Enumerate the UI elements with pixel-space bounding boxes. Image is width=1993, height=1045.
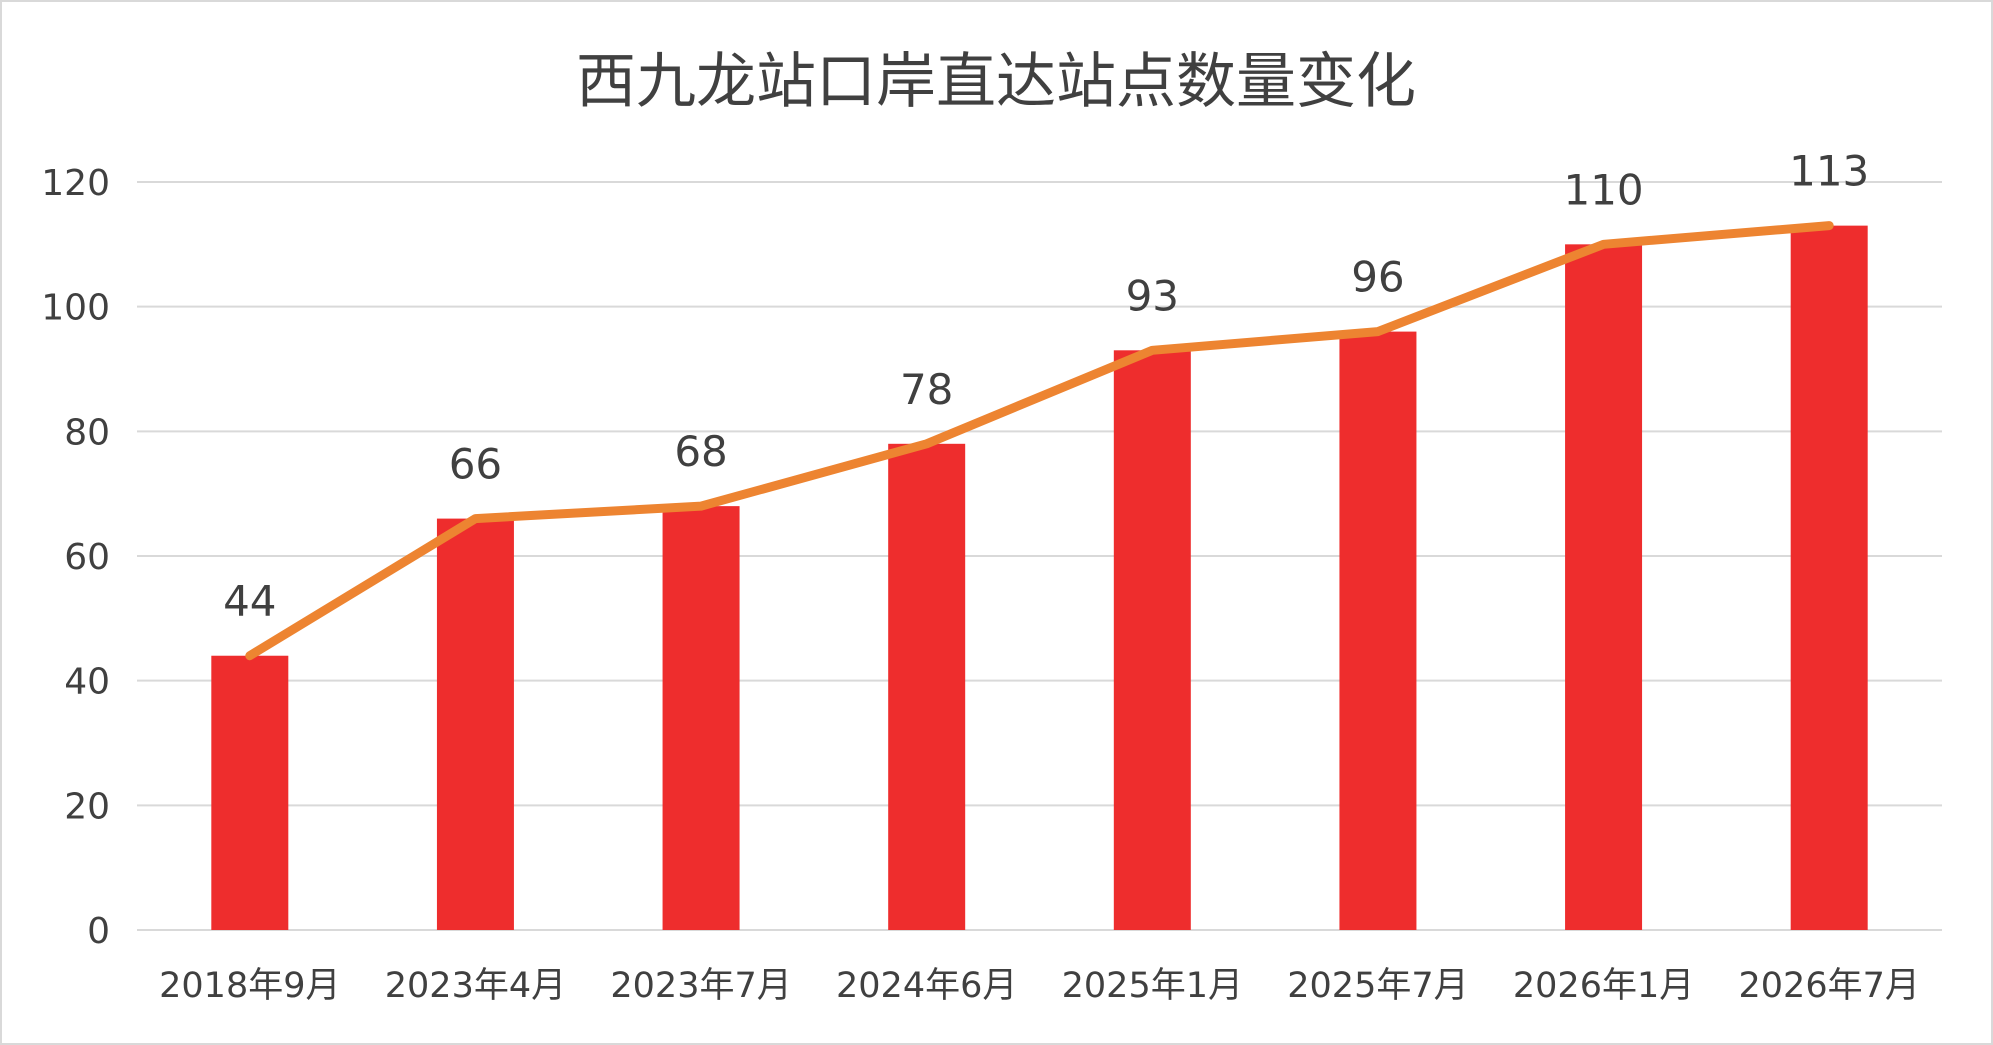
y-tick-label: 80 (64, 412, 110, 453)
bar (1339, 331, 1417, 931)
bar (211, 655, 289, 930)
x-tick-label: 2026年7月 (1739, 966, 1920, 1006)
bar (888, 443, 966, 930)
data-label: 78 (900, 365, 953, 414)
data-label: 113 (1789, 147, 1869, 196)
x-tick-label: 2025年1月 (1062, 966, 1243, 1006)
data-label: 96 (1351, 253, 1404, 302)
y-tick-label: 40 (64, 662, 110, 703)
bar (1113, 350, 1191, 930)
chart-title: 西九龙站口岸直达站点数量变化 (576, 47, 1416, 117)
data-label: 68 (674, 427, 727, 476)
y-tick-label: 120 (41, 163, 110, 204)
data-label: 66 (449, 440, 502, 489)
x-tick-label: 2023年7月 (610, 966, 791, 1006)
bar (1565, 244, 1643, 931)
data-label: 93 (1126, 271, 1179, 320)
y-tick-label: 60 (64, 537, 110, 578)
data-label: 44 (223, 577, 276, 626)
bar (436, 518, 514, 930)
x-tick-label: 2023年4月 (385, 966, 566, 1006)
x-tick-label: 2018年9月 (159, 966, 340, 1006)
bar-series (211, 225, 1868, 931)
line-series (245, 221, 1834, 661)
trend-line (245, 221, 1834, 661)
x-tick-label: 2024年6月 (836, 966, 1017, 1006)
data-label: 110 (1563, 165, 1643, 214)
y-tick-label: 0 (87, 911, 110, 952)
y-tick-label: 20 (64, 786, 110, 827)
bar (1790, 225, 1868, 931)
data-labels: 44 66 68 78 93 96 110 113 (223, 147, 1869, 626)
x-tick-label: 2026年1月 (1513, 966, 1694, 1006)
bar (662, 506, 740, 930)
y-axis-tick-labels: 0 20 40 60 80 100 120 (41, 163, 110, 952)
x-tick-label: 2025年7月 (1287, 966, 1468, 1006)
x-axis-tick-labels: 2018年9月 2023年4月 2023年7月 2024年6月 2025年1月 2025年… (159, 966, 1920, 1006)
y-tick-label: 100 (41, 288, 110, 329)
